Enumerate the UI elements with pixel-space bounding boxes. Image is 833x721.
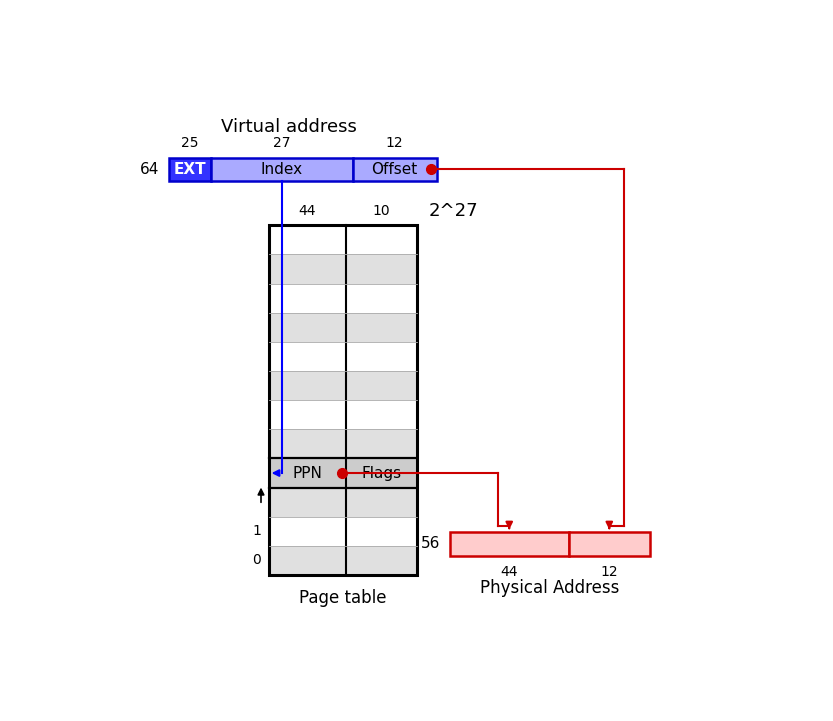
Bar: [569, 532, 650, 556]
Text: 12: 12: [601, 565, 618, 579]
Text: 27: 27: [273, 136, 291, 151]
Bar: [347, 313, 417, 342]
Text: 56: 56: [421, 536, 440, 552]
Bar: [269, 342, 347, 371]
Bar: [347, 487, 417, 517]
Bar: [269, 225, 417, 575]
Text: 1: 1: [252, 524, 261, 539]
Bar: [347, 546, 417, 575]
Text: 64: 64: [140, 162, 159, 177]
Text: PPN: PPN: [292, 466, 322, 481]
Bar: [269, 459, 347, 487]
Bar: [269, 517, 347, 546]
Text: 12: 12: [386, 136, 403, 151]
Text: Page table: Page table: [299, 589, 387, 607]
Text: Offset: Offset: [372, 162, 418, 177]
Bar: [269, 255, 347, 283]
Bar: [269, 487, 347, 517]
Bar: [269, 313, 347, 342]
Bar: [347, 371, 417, 400]
Bar: [269, 225, 347, 255]
Text: 44: 44: [299, 204, 317, 218]
Bar: [347, 225, 417, 255]
Text: 44: 44: [501, 565, 518, 579]
Bar: [347, 459, 417, 487]
Text: 25: 25: [181, 136, 198, 151]
Bar: [269, 546, 347, 575]
Bar: [269, 371, 347, 400]
Bar: [168, 158, 211, 181]
Bar: [269, 400, 347, 429]
Bar: [450, 532, 569, 556]
Text: 2^27: 2^27: [429, 202, 478, 220]
Bar: [347, 429, 417, 459]
Text: Index: Index: [261, 162, 302, 177]
Text: 0: 0: [252, 554, 261, 567]
Bar: [269, 283, 347, 313]
Bar: [269, 429, 347, 459]
Bar: [352, 158, 436, 181]
Text: Virtual address: Virtual address: [222, 118, 357, 136]
Bar: [347, 400, 417, 429]
Bar: [347, 283, 417, 313]
Text: Flags: Flags: [362, 466, 402, 481]
Bar: [347, 255, 417, 283]
Text: Physical Address: Physical Address: [480, 579, 619, 597]
Text: 10: 10: [373, 204, 391, 218]
Text: EXT: EXT: [173, 162, 206, 177]
Bar: [347, 342, 417, 371]
Bar: [211, 158, 352, 181]
Bar: [347, 517, 417, 546]
